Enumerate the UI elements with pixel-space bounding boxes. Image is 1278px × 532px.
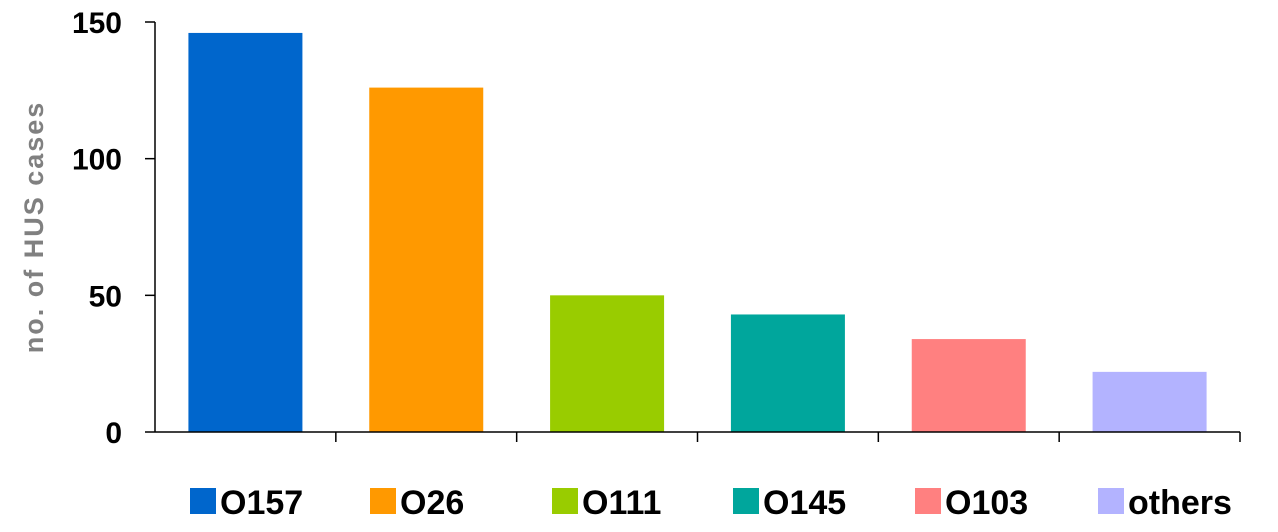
- legend-label: O157: [220, 484, 303, 522]
- legend-label: O145: [763, 484, 846, 522]
- legend-label: others: [1128, 484, 1232, 522]
- y-axis-label: no. of HUS cases: [19, 101, 49, 354]
- bars-group: [188, 32, 1207, 432]
- bar-o26: [369, 87, 484, 432]
- legend: O157 O26 O111 O145 O103 others: [190, 484, 1232, 522]
- legend-swatch: [370, 488, 396, 514]
- y-tick-label: 100: [72, 144, 122, 177]
- x-ticks-group: [335, 432, 1241, 442]
- y-tick-label: 0: [105, 417, 122, 450]
- y-tick-label: 150: [72, 7, 122, 40]
- legend-item-others: others: [1098, 484, 1232, 522]
- legend-label: O111: [582, 484, 661, 522]
- legend-swatch: [1098, 488, 1124, 514]
- legend-swatch: [915, 488, 941, 514]
- y-ticks-group: 0 50 100 150: [72, 7, 155, 450]
- y-tick-label: 50: [89, 280, 122, 313]
- bar-o157: [188, 32, 303, 432]
- legend-item-o26: O26: [370, 484, 464, 522]
- legend-item-o157: O157: [190, 484, 303, 522]
- legend-swatch: [552, 488, 578, 514]
- legend-label: O103: [945, 484, 1028, 522]
- legend-swatch: [733, 488, 759, 514]
- bar-o111: [550, 295, 665, 432]
- legend-item-o145: O145: [733, 484, 846, 522]
- bar-others: [1092, 371, 1207, 432]
- bar-o103: [911, 339, 1026, 432]
- bar-o145: [730, 314, 845, 432]
- legend-label: O26: [400, 484, 464, 522]
- legend-item-o103: O103: [915, 484, 1028, 522]
- legend-swatch: [190, 488, 216, 514]
- legend-item-o111: O111: [552, 484, 661, 522]
- axes-group: [154, 22, 1240, 433]
